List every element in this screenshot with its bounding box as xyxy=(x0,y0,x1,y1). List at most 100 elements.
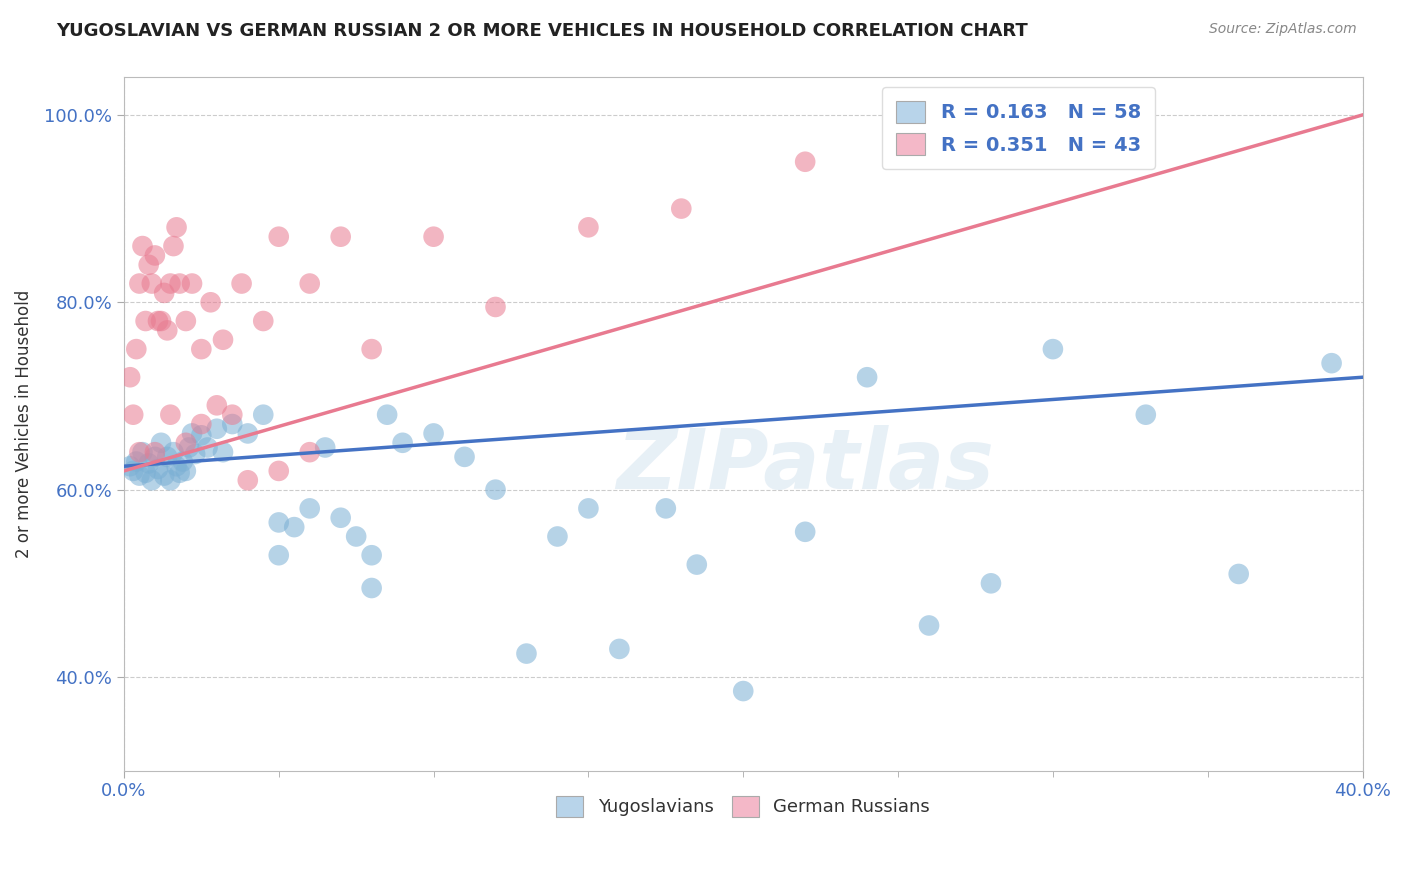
Point xyxy=(150,314,173,328)
Point xyxy=(122,408,145,422)
Point xyxy=(153,285,176,300)
Text: YUGOSLAVIAN VS GERMAN RUSSIAN 2 OR MORE VEHICLES IN HOUSEHOLD CORRELATION CHART: YUGOSLAVIAN VS GERMAN RUSSIAN 2 OR MORE … xyxy=(56,22,1028,40)
Point xyxy=(120,370,142,384)
Point xyxy=(143,450,166,464)
Point xyxy=(162,239,184,253)
Point xyxy=(344,529,367,543)
Point xyxy=(329,229,352,244)
Point xyxy=(283,520,305,534)
Point xyxy=(156,323,179,337)
Point xyxy=(856,370,879,384)
Point xyxy=(135,314,157,328)
Point xyxy=(181,277,204,291)
Point xyxy=(166,459,188,474)
Point xyxy=(174,435,197,450)
Point xyxy=(122,464,145,478)
Point xyxy=(141,473,163,487)
Point xyxy=(125,342,148,356)
Point xyxy=(156,450,179,464)
Point xyxy=(159,277,181,291)
Point xyxy=(298,445,321,459)
Point xyxy=(143,248,166,262)
Point xyxy=(143,445,166,459)
Point xyxy=(1135,408,1157,422)
Point xyxy=(576,501,599,516)
Point xyxy=(733,684,755,698)
Point xyxy=(181,426,204,441)
Point xyxy=(546,529,568,543)
Point xyxy=(298,501,321,516)
Point xyxy=(360,581,382,595)
Point xyxy=(252,408,274,422)
Point xyxy=(1227,566,1250,581)
Point xyxy=(128,468,150,483)
Point xyxy=(267,229,290,244)
Point xyxy=(190,417,212,431)
Point xyxy=(236,426,259,441)
Y-axis label: 2 or more Vehicles in Household: 2 or more Vehicles in Household xyxy=(15,290,32,558)
Point xyxy=(131,445,153,459)
Point xyxy=(422,426,444,441)
Point xyxy=(515,647,537,661)
Point xyxy=(200,295,222,310)
Point xyxy=(128,277,150,291)
Point xyxy=(120,459,142,474)
Point xyxy=(169,277,191,291)
Point xyxy=(267,548,290,562)
Point xyxy=(174,314,197,328)
Point xyxy=(422,229,444,244)
Point xyxy=(298,277,321,291)
Point xyxy=(794,154,817,169)
Point xyxy=(146,314,169,328)
Point xyxy=(484,300,506,314)
Point xyxy=(453,450,475,464)
Point xyxy=(159,408,181,422)
Point xyxy=(162,445,184,459)
Point xyxy=(221,417,243,431)
Point xyxy=(135,466,157,480)
Point xyxy=(375,408,398,422)
Point xyxy=(125,454,148,468)
Point xyxy=(329,510,352,524)
Point xyxy=(150,435,173,450)
Point xyxy=(159,473,181,487)
Point xyxy=(671,202,693,216)
Point xyxy=(190,342,212,356)
Point xyxy=(221,408,243,422)
Point xyxy=(794,524,817,539)
Point xyxy=(314,441,336,455)
Point xyxy=(391,435,413,450)
Point xyxy=(231,277,253,291)
Point xyxy=(197,441,219,455)
Point xyxy=(169,466,191,480)
Text: ZIPatlas: ZIPatlas xyxy=(616,425,994,506)
Point xyxy=(172,454,194,468)
Point xyxy=(190,428,212,442)
Point xyxy=(236,473,259,487)
Point xyxy=(609,641,631,656)
Point xyxy=(128,445,150,459)
Point xyxy=(484,483,506,497)
Point xyxy=(141,277,163,291)
Text: Source: ZipAtlas.com: Source: ZipAtlas.com xyxy=(1209,22,1357,37)
Point xyxy=(166,220,188,235)
Point xyxy=(576,220,599,235)
Point xyxy=(212,333,235,347)
Point xyxy=(205,398,228,412)
Point xyxy=(360,548,382,562)
Point xyxy=(1320,356,1343,370)
Point xyxy=(177,441,200,455)
Point xyxy=(918,618,941,632)
Point xyxy=(146,462,169,476)
Point xyxy=(205,422,228,436)
Point xyxy=(980,576,1002,591)
Point xyxy=(138,457,160,471)
Point xyxy=(138,258,160,272)
Point xyxy=(212,445,235,459)
Point xyxy=(655,501,678,516)
Legend: Yugoslavians, German Russians: Yugoslavians, German Russians xyxy=(550,789,938,824)
Point xyxy=(267,516,290,530)
Point xyxy=(174,464,197,478)
Point xyxy=(267,464,290,478)
Point xyxy=(153,468,176,483)
